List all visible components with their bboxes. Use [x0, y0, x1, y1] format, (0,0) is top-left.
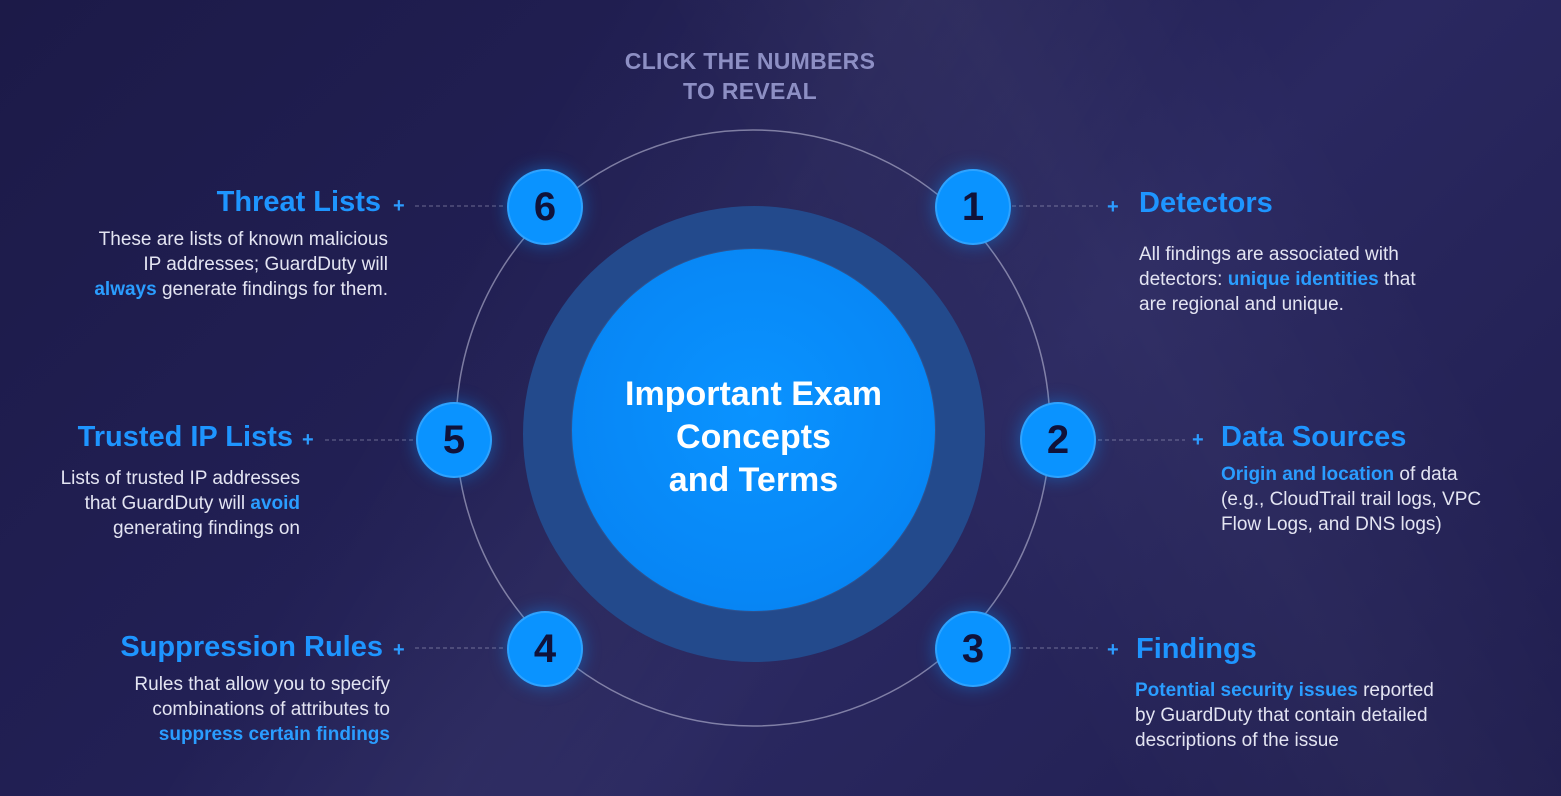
description-line: generating findings on	[0, 516, 300, 541]
description-text: These are lists of known malicious	[98, 229, 388, 250]
description-line: always generate findings for them.	[20, 277, 388, 302]
description-text: descriptions of the issue	[1135, 730, 1339, 751]
concept-number-button-6[interactable]: 6	[507, 169, 583, 245]
description-line: (e.g., CloudTrail trail logs, VPC	[1221, 487, 1551, 512]
description-line: that GuardDuty will avoid	[0, 491, 300, 516]
description-text: by GuardDuty that contain detailed	[1135, 705, 1428, 726]
concept-number-2: 2	[1046, 418, 1070, 462]
description-text: generate findings for them.	[156, 279, 388, 300]
description-text: (e.g., CloudTrail trail logs, VPC	[1221, 489, 1482, 510]
concept-description-5: Lists of trusted IP addresses that GuardD…	[0, 466, 300, 541]
description-text: Flow Logs, and DNS logs)	[1221, 514, 1442, 535]
concept-description-1: All findings are associated with detector…	[1139, 242, 1499, 317]
highlight-text: suppress certain findings	[158, 724, 390, 745]
concept-title-3: Findings	[1136, 633, 1257, 665]
center-title-line-1: Important Exam	[625, 375, 882, 413]
concept-description-2: Origin and location of data (e.g., CloudT…	[1221, 462, 1551, 537]
concept-number-4: 4	[533, 627, 557, 671]
description-line: IP addresses; GuardDuty will	[20, 252, 388, 277]
concept-number-button-1[interactable]: 1	[935, 169, 1011, 245]
highlight-text: always	[94, 279, 157, 300]
center-title-line-2: Concepts	[676, 418, 831, 456]
expand-plus-icon-1[interactable]: +	[1107, 196, 1119, 218]
highlight-text: unique identities	[1227, 269, 1379, 290]
expand-plus-icon-4[interactable]: +	[393, 639, 405, 661]
concept-title-6: Threat Lists	[216, 186, 381, 218]
description-text: reported	[1357, 680, 1434, 701]
expand-plus-icon-5[interactable]: +	[302, 429, 314, 451]
concept-number-3: 3	[961, 627, 985, 671]
description-line: Potential security issues reported	[1135, 678, 1515, 703]
description-text: detectors:	[1139, 269, 1228, 290]
concept-number-button-2[interactable]: 2	[1020, 402, 1096, 478]
description-line: by GuardDuty that contain detailed	[1135, 703, 1515, 728]
instruction-line-1: CLICK THE NUMBERS	[624, 48, 876, 74]
concept-title-4: Suppression Rules	[120, 631, 383, 663]
description-text: of data	[1394, 464, 1458, 485]
expand-plus-icon-2[interactable]: +	[1192, 429, 1204, 451]
description-line: Rules that allow you to specify	[40, 672, 390, 697]
highlight-text: avoid	[250, 493, 300, 514]
description-line: These are lists of known malicious	[20, 227, 388, 252]
concept-number-6: 6	[533, 185, 557, 229]
center-title: Important Exam Concepts and Terms	[572, 373, 935, 502]
concept-title-2: Data Sources	[1221, 421, 1407, 453]
instruction-header: CLICK THE NUMBERS TO REVEAL	[590, 46, 910, 106]
concept-description-4: Rules that allow you to specify combinati…	[40, 672, 390, 747]
expand-plus-icon-3[interactable]: +	[1107, 639, 1119, 661]
concept-title-5: Trusted IP Lists	[77, 421, 293, 453]
concept-description-6: These are lists of known malicious IP add…	[20, 227, 388, 302]
description-line: Flow Logs, and DNS logs)	[1221, 512, 1551, 537]
concept-number-5: 5	[442, 418, 466, 462]
description-line: descriptions of the issue	[1135, 728, 1515, 753]
description-line: suppress certain findings	[40, 722, 390, 747]
description-line: All findings are associated with	[1139, 242, 1499, 267]
concept-number-button-5[interactable]: 5	[416, 402, 492, 478]
center-circle	[572, 249, 935, 611]
description-line: detectors: unique identities that	[1139, 267, 1499, 292]
description-text: that GuardDuty will	[84, 493, 251, 514]
description-text: combinations of attributes to	[152, 699, 390, 720]
description-text: Rules that allow you to specify	[134, 674, 390, 695]
expand-plus-icon-6[interactable]: +	[393, 195, 405, 217]
concept-number-button-4[interactable]: 4	[507, 611, 583, 687]
description-text: that	[1378, 269, 1416, 290]
description-text: IP addresses; GuardDuty will	[143, 254, 388, 275]
instruction-line-2: TO REVEAL	[683, 78, 817, 104]
concept-title-1: Detectors	[1139, 187, 1273, 219]
description-line: are regional and unique.	[1139, 292, 1499, 317]
center-title-line-3: and Terms	[668, 461, 839, 499]
description-line: Origin and location of data	[1221, 462, 1551, 487]
description-line: Lists of trusted IP addresses	[0, 466, 300, 491]
description-text: generating findings on	[113, 518, 300, 539]
concept-number-button-3[interactable]: 3	[935, 611, 1011, 687]
description-text: are regional and unique.	[1139, 294, 1344, 315]
concept-description-3: Potential security issues reported by Gua…	[1135, 678, 1515, 753]
description-text: Lists of trusted IP addresses	[60, 468, 300, 489]
description-text: All findings are associated with	[1139, 244, 1399, 265]
highlight-text: Potential security issues	[1135, 680, 1358, 701]
description-line: combinations of attributes to	[40, 697, 390, 722]
concept-number-1: 1	[961, 185, 985, 229]
highlight-text: Origin and location	[1221, 464, 1395, 485]
